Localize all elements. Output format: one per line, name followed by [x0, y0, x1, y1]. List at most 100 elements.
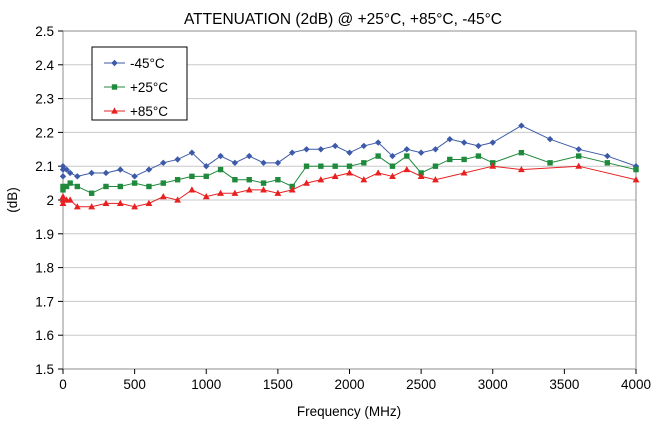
data-point — [66, 169, 74, 177]
data-point — [60, 183, 66, 190]
data-point — [131, 180, 138, 186]
legend-label: +85°C — [130, 104, 168, 119]
data-point — [360, 176, 368, 183]
x-tick-label: 3500 — [549, 377, 579, 392]
y-axis-label: (dB) — [5, 187, 20, 213]
data-point — [217, 166, 224, 173]
data-point — [604, 160, 611, 166]
data-point — [145, 199, 153, 206]
y-tick-label: 1.7 — [35, 294, 54, 309]
legend: -45°C +25°C +85°C — [91, 46, 188, 121]
legend-entry: +25°C — [104, 80, 168, 95]
data-point — [346, 169, 353, 176]
data-point — [361, 160, 367, 166]
y-tick-label: 2.2 — [35, 125, 54, 140]
data-point — [475, 142, 482, 150]
y-axis-ticks: 1.5 1.6 1.7 1.8 1.9 2 2.1 2.2 2.3 2.4 2.5 — [35, 24, 63, 377]
data-point — [417, 172, 425, 179]
data-point — [461, 156, 467, 163]
data-point — [632, 176, 640, 183]
legend-entry: -45°C — [104, 56, 165, 71]
data-point — [60, 187, 66, 193]
data-point — [446, 135, 453, 143]
y-tick-label: 1.9 — [35, 227, 54, 242]
data-point — [203, 163, 210, 170]
legend-label: +25°C — [130, 80, 168, 95]
x-tick-label: 500 — [123, 377, 146, 392]
x-tick-label: 2000 — [334, 377, 364, 392]
data-point — [131, 173, 138, 180]
data-point — [260, 180, 267, 186]
data-point — [174, 196, 181, 203]
y-tick-label: 2.3 — [35, 92, 54, 107]
x-tick-label: 1500 — [263, 377, 293, 392]
data-point — [231, 189, 239, 196]
data-point — [67, 180, 73, 186]
data-point — [518, 149, 525, 156]
data-point — [59, 163, 67, 170]
data-point — [73, 203, 81, 210]
data-point — [231, 159, 239, 167]
y-tick-label: 1.6 — [35, 328, 54, 343]
data-point — [111, 84, 118, 90]
series-triangle — [59, 162, 640, 210]
data-point — [460, 139, 468, 146]
y-tick-label: 1.5 — [35, 362, 54, 377]
data-point — [174, 156, 181, 163]
data-point — [66, 196, 74, 203]
data-point — [146, 183, 152, 190]
legend-label: -45°C — [130, 56, 165, 71]
x-tick-label: 2500 — [406, 377, 436, 392]
data-point — [59, 173, 67, 180]
x-tick-label: 3000 — [478, 377, 508, 392]
data-point — [374, 169, 382, 176]
data-point — [202, 193, 210, 200]
data-point — [217, 189, 224, 196]
data-point — [417, 149, 425, 156]
data-point — [346, 163, 353, 169]
data-point — [346, 149, 353, 156]
data-point — [59, 193, 67, 200]
data-point — [145, 166, 153, 173]
data-point — [245, 186, 253, 193]
data-point — [389, 163, 396, 169]
series-diamond — [59, 122, 640, 180]
chart-title: ATTENUATION (2dB) @ +25°C, +85°C, -45°C — [184, 11, 502, 28]
y-tick-label: 2.1 — [35, 159, 54, 174]
data-point — [403, 146, 410, 153]
data-point — [489, 162, 497, 169]
data-point — [88, 190, 95, 196]
data-point — [274, 189, 282, 196]
data-point — [260, 159, 267, 167]
data-point — [604, 152, 611, 160]
series-line — [62, 165, 637, 208]
data-point — [317, 146, 325, 153]
data-point — [103, 183, 109, 190]
legend-box — [91, 46, 188, 121]
data-point — [217, 152, 224, 160]
data-point — [260, 186, 267, 193]
x-tick-label: 1000 — [191, 377, 221, 392]
data-point — [447, 156, 453, 163]
data-point — [188, 149, 196, 156]
legend-entry: +85°C — [104, 104, 168, 119]
data-point — [318, 163, 324, 169]
data-point — [404, 153, 410, 159]
data-point — [633, 166, 639, 173]
data-point — [74, 173, 81, 180]
data-point — [203, 173, 209, 180]
data-point — [374, 139, 382, 146]
x-axis-ticks: 0 500 1000 1500 2000 2500 3000 3500 4000 — [59, 369, 651, 392]
data-point — [274, 159, 282, 167]
data-point — [275, 177, 281, 183]
data-point — [575, 146, 582, 153]
data-point — [303, 163, 310, 169]
x-tick-label: 4000 — [621, 377, 651, 392]
data-point — [188, 186, 196, 193]
data-point — [160, 180, 166, 186]
data-point — [475, 153, 482, 159]
data-point — [117, 166, 124, 173]
data-point — [303, 179, 310, 186]
data-point — [289, 149, 296, 156]
